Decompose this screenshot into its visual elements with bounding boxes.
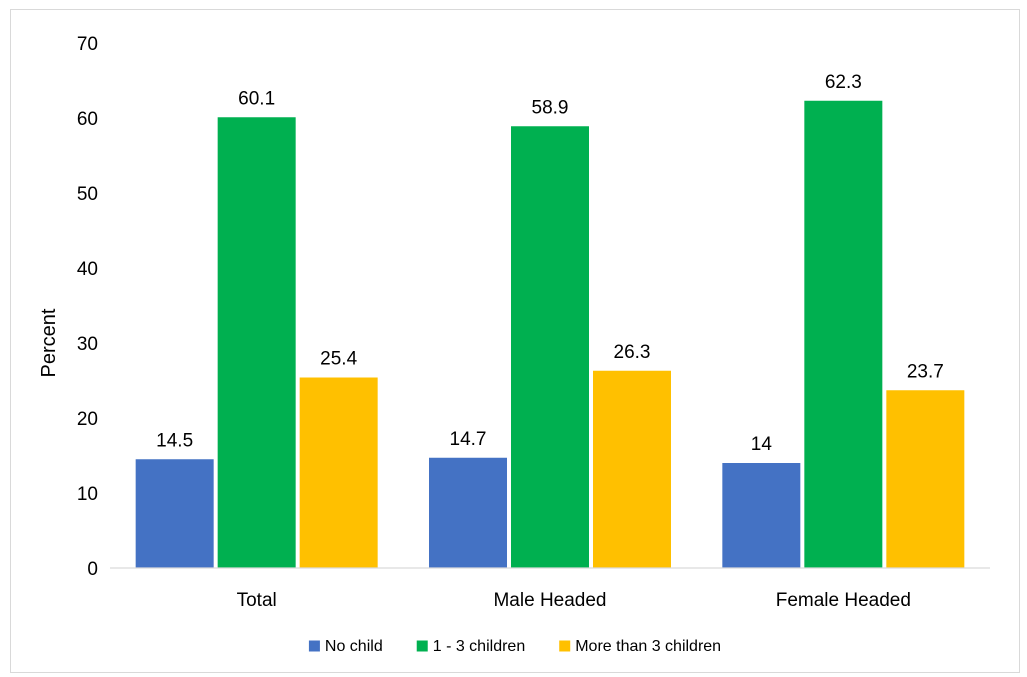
- legend-label: No child: [325, 638, 383, 655]
- data-label: 60.1: [238, 88, 275, 109]
- bar: [804, 100, 883, 568]
- data-label: 26.3: [614, 342, 651, 363]
- data-label: 14.7: [450, 429, 487, 450]
- bar: [299, 377, 378, 568]
- data-label: 14.5: [156, 430, 193, 451]
- y-tick-label: 30: [77, 334, 98, 355]
- legend-label: More than 3 children: [575, 638, 721, 655]
- x-tick-label: Male Headed: [493, 590, 606, 611]
- bar: [217, 117, 296, 568]
- y-axis-title: Percent: [38, 308, 60, 377]
- data-labels: 14.5 60.1 25.4 14.7 58.9 26.3 14 62.3 23.7: [156, 72, 944, 455]
- bar: [722, 463, 801, 568]
- legend-label: 1 - 3 children: [433, 638, 526, 655]
- bar-series: [135, 100, 965, 568]
- y-axis-ticks: 0 10 20 30 40 50 60 70: [77, 34, 98, 580]
- data-label: 25.4: [320, 349, 357, 370]
- y-tick-label: 50: [77, 184, 98, 205]
- y-tick-label: 60: [77, 109, 98, 130]
- bar: [593, 370, 671, 568]
- y-tick-label: 70: [77, 34, 98, 55]
- x-tick-label: Total: [237, 590, 277, 611]
- legend-swatch: [559, 640, 571, 652]
- legend-swatch: [308, 640, 320, 652]
- y-tick-label: 20: [77, 409, 98, 430]
- bar: [135, 459, 214, 568]
- y-tick-label: 40: [77, 259, 98, 280]
- x-axis-ticks: Total Male Headed Female Headed: [237, 590, 911, 611]
- y-tick-label: 10: [77, 484, 98, 505]
- bar: [886, 390, 965, 568]
- bar: [511, 126, 589, 568]
- data-label: 23.7: [907, 361, 944, 382]
- x-tick-label: Female Headed: [776, 590, 911, 611]
- data-label: 14: [751, 434, 773, 455]
- data-label: 58.9: [532, 97, 569, 118]
- y-tick-label: 0: [87, 559, 98, 580]
- y-axis-title-group: Percent: [38, 308, 60, 377]
- bar: [429, 457, 507, 568]
- legend-swatch: [416, 640, 428, 652]
- data-label: 62.3: [825, 72, 862, 93]
- legend: No child 1 - 3 children More than 3 childr…: [308, 638, 721, 655]
